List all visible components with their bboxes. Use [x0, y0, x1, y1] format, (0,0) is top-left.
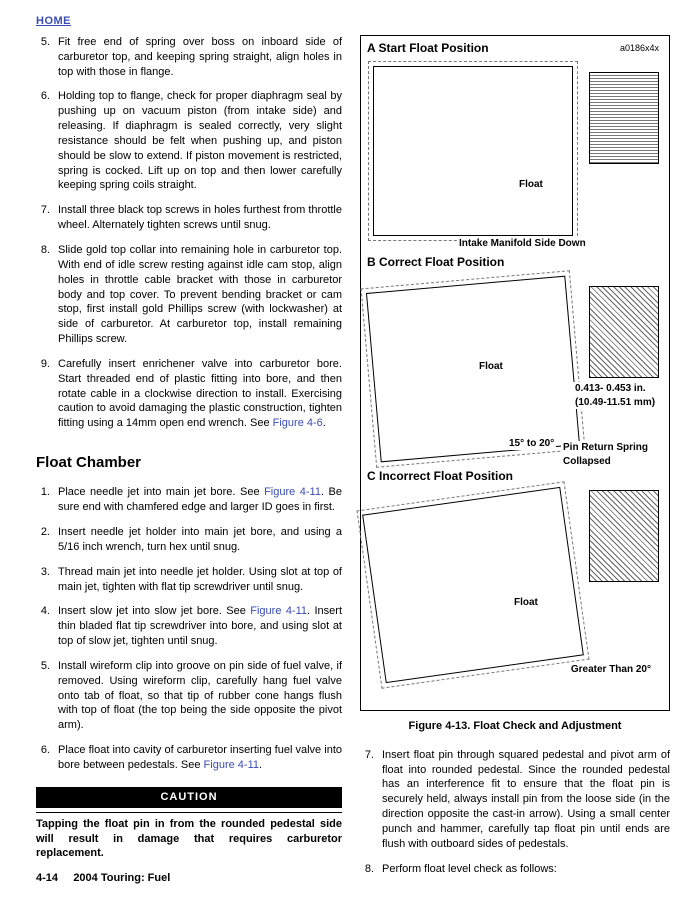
- step-text: Place needle jet into main jet bore. See…: [58, 485, 342, 515]
- step-number: 1.: [36, 485, 58, 515]
- fc-step-item: 4.Insert slow jet into slow jet bore. Se…: [36, 604, 342, 649]
- top-steps-list: 5.Fit free end of spring over boss on in…: [36, 35, 342, 431]
- step-text: Slide gold top collar into remaining hol…: [58, 243, 342, 347]
- figure-ref-id: a0186x4x: [620, 42, 659, 54]
- figure-4-13: a0186x4x A Start Float Position Float In…: [360, 35, 670, 711]
- fc-step-item: 6.Place float into cavity of carburetor …: [36, 743, 342, 773]
- footer-page-number: 4-14: [36, 872, 58, 884]
- step-number: 7.: [360, 748, 382, 852]
- top-step-item: 5.Fit free end of spring over boss on in…: [36, 35, 342, 80]
- float-label-c: Float: [512, 596, 540, 610]
- step-text: Install wireform clip into groove on pin…: [58, 659, 342, 733]
- diagram-panel-c: Float Greater Than 20°: [367, 486, 663, 682]
- pin-spring-label: Pin Return Spring Collapsed: [561, 441, 661, 468]
- step-number: 7.: [36, 203, 58, 233]
- step-number: 9.: [36, 357, 58, 431]
- right-lower-list: 7.Insert float pin through squared pedes…: [360, 748, 670, 877]
- step-text: Thread main jet into needle jet holder. …: [58, 565, 342, 595]
- caution-banner: CAUTION: [36, 787, 342, 808]
- step-number: 5.: [36, 35, 58, 80]
- figure-link[interactable]: Figure 4-11: [204, 759, 259, 771]
- step-text: Install three black top screws in holes …: [58, 203, 342, 233]
- figure-link[interactable]: Figure 4-11: [264, 486, 321, 498]
- step-text: Fit free end of spring over boss on inbo…: [58, 35, 342, 80]
- right-column: a0186x4x A Start Float Position Float In…: [360, 35, 670, 887]
- page-footer: 4-14 2004 Touring: Fuel: [36, 871, 170, 886]
- intake-label: Intake Manifold Side Down: [457, 237, 588, 251]
- home-link[interactable]: HOME: [36, 15, 71, 27]
- step-number: 6.: [36, 743, 58, 773]
- top-step-item: 6.Holding top to flange, check for prope…: [36, 89, 342, 193]
- float-label-a: Float: [517, 178, 545, 192]
- diagram-panel-a: Float Intake Manifold Side Down: [367, 58, 663, 254]
- top-step-item: 7.Install three black top screws in hole…: [36, 203, 342, 233]
- step-number: 8.: [36, 243, 58, 347]
- top-step-item: 9.Carefully insert enrichener valve into…: [36, 357, 342, 431]
- right-step-item: 7.Insert float pin through squared pedes…: [360, 748, 670, 852]
- footer-title: 2004 Touring: Fuel: [73, 872, 170, 884]
- angle-b-label: 15° to 20°: [507, 437, 556, 451]
- right-step-item: 8.Perform float level check as follows:: [360, 862, 670, 877]
- fc-step-item: 5.Install wireform clip into groove on p…: [36, 659, 342, 733]
- step-text: Carefully insert enrichener valve into c…: [58, 357, 342, 431]
- step-text: Insert needle jet holder into main jet b…: [58, 525, 342, 555]
- fc-step-item: 1.Place needle jet into main jet bore. S…: [36, 485, 342, 515]
- figure-caption: Figure 4-13. Float Check and Adjustment: [360, 719, 670, 734]
- figure-link[interactable]: Figure 4-11: [250, 605, 307, 617]
- diagram-panel-b: Float 0.413- 0.453 in. (10.49-11.51 mm) …: [367, 272, 663, 468]
- top-step-item: 8.Slide gold top collar into remaining h…: [36, 243, 342, 347]
- step-number: 3.: [36, 565, 58, 595]
- step-text: Perform float level check as follows:: [382, 862, 670, 877]
- step-number: 5.: [36, 659, 58, 733]
- step-text: Place float into cavity of carburetor in…: [58, 743, 342, 773]
- float-chamber-heading: Float Chamber: [36, 453, 342, 473]
- fc-step-item: 3.Thread main jet into needle jet holder…: [36, 565, 342, 595]
- float-chamber-list: 1.Place needle jet into main jet bore. S…: [36, 485, 342, 773]
- fc-step-item: 2.Insert needle jet holder into main jet…: [36, 525, 342, 555]
- figure-link[interactable]: Figure 4-6: [273, 417, 323, 429]
- step-text: Insert float pin through squared pedesta…: [382, 748, 670, 852]
- caution-text: Tapping the float pin in from the rounde…: [36, 812, 342, 862]
- panel-b-label: B Correct Float Position: [367, 254, 663, 270]
- float-label-b: Float: [477, 360, 505, 374]
- angle-c-label: Greater Than 20°: [569, 663, 653, 677]
- step-text: Insert slow jet into slow jet bore. See …: [58, 604, 342, 649]
- left-column: 5.Fit free end of spring over boss on in…: [36, 35, 342, 887]
- step-number: 8.: [360, 862, 382, 877]
- step-text: Holding top to flange, check for proper …: [58, 89, 342, 193]
- step-number: 2.: [36, 525, 58, 555]
- measurement-range-label: 0.413- 0.453 in. (10.49-11.51 mm): [573, 382, 661, 409]
- step-number: 6.: [36, 89, 58, 193]
- step-number: 4.: [36, 604, 58, 649]
- panel-c-label: C Incorrect Float Position: [367, 468, 663, 484]
- panel-a-label: A Start Float Position: [367, 40, 663, 56]
